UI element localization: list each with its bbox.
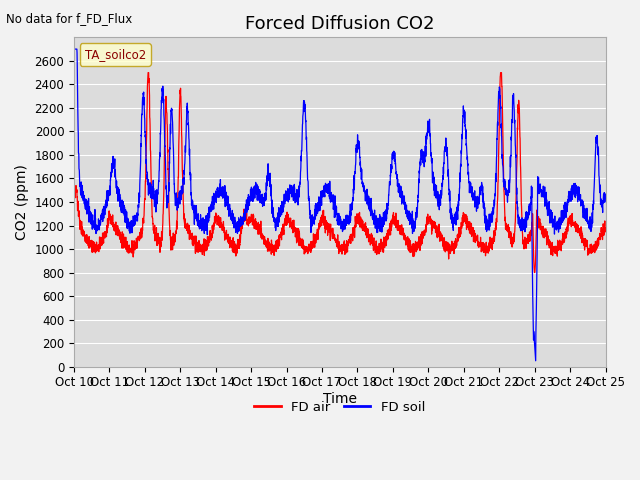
FD soil: [70, 46, 78, 52]
FD air: [591, 239, 599, 244]
Title: Forced Diffusion CO2: Forced Diffusion CO2: [245, 15, 435, 33]
FD soil: [131, 220, 138, 226]
X-axis label: Time: Time: [323, 392, 356, 406]
FD air: [70, 194, 78, 200]
FD air: [602, 225, 609, 230]
FD soil: [534, 181, 542, 187]
FD soil: [532, 358, 540, 364]
FD air: [131, 245, 138, 251]
FD soil: [274, 216, 282, 222]
FD air: [274, 246, 282, 252]
Line: FD air: FD air: [74, 72, 605, 273]
FD soil: [602, 191, 609, 197]
FD air: [534, 219, 542, 225]
FD air: [163, 103, 170, 109]
FD soil: [297, 164, 305, 170]
Line: FD soil: FD soil: [74, 49, 605, 361]
FD air: [144, 70, 152, 75]
Y-axis label: CO2 (ppm): CO2 (ppm): [15, 164, 29, 240]
FD air: [531, 270, 538, 276]
Legend: FD air, FD soil: FD air, FD soil: [249, 396, 430, 420]
FD soil: [163, 183, 170, 189]
FD air: [297, 241, 305, 247]
FD soil: [591, 156, 599, 161]
Text: No data for f_FD_Flux: No data for f_FD_Flux: [6, 12, 132, 25]
